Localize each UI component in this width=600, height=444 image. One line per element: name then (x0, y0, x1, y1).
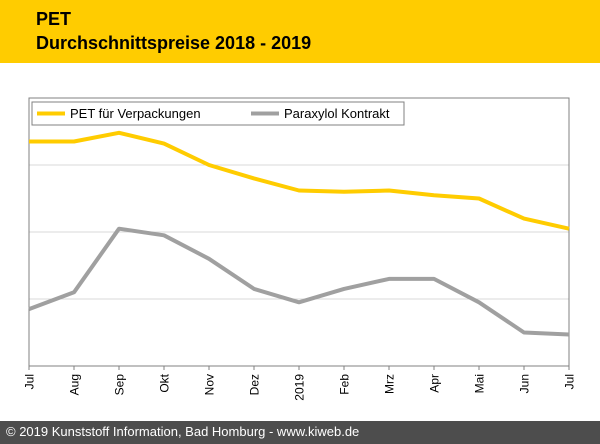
x-tick-label: Aug (68, 374, 82, 395)
footer-bar: © 2019 Kunststoff Information, Bad Hombu… (0, 421, 600, 444)
line-chart: Jul Aug Sep Okt Nov Dez 2019 Feb Mrz Apr Mai Jun Jul… (23, 97, 577, 401)
x-tick-label: Jun (518, 374, 532, 393)
x-tick-label: Mrz (383, 374, 397, 394)
series-line-pet (29, 130, 570, 231)
legend-label-pet: PET für Verpackungen (70, 106, 201, 121)
x-tick-label: Mai (473, 374, 487, 393)
series-layer (28, 130, 570, 337)
x-tick-label: Dez (248, 374, 262, 395)
x-tick-label: Feb (338, 374, 352, 395)
x-axis-ticks: Jul Aug Sep Okt Nov Dez 2019 Feb Mrz Apr Mai Jun Jul (23, 366, 577, 401)
grid-layer (29, 164, 569, 300)
x-tick-label: Nov (203, 374, 217, 395)
chart-area: Jul Aug Sep Okt Nov Dez 2019 Feb Mrz Apr Mai Jun Jul… (0, 63, 600, 419)
page-subtitle: Durchschnittspreise 2018 - 2019 (36, 33, 312, 53)
x-tick-label: Jul (23, 374, 37, 389)
copyright-text: © 2019 Kunststoff Information, Bad Hombu… (6, 424, 360, 439)
x-tick-label: Apr (428, 374, 442, 393)
legend-label-paraxylol: Paraxylol Kontrakt (284, 106, 390, 121)
x-tick-label: Sep (113, 374, 127, 396)
legend-box (31, 101, 405, 126)
chart-legend: PET für Verpackungen Paraxylol Kontrakt (31, 101, 405, 126)
page-title: PET (36, 9, 72, 29)
x-tick-label: 2019 (293, 374, 307, 401)
header-banner: PET Durchschnittspreise 2018 - 2019 (0, 0, 600, 63)
series-line-paraxylol (28, 226, 570, 337)
x-tick-label: Okt (158, 373, 172, 392)
x-tick-label: Jul (563, 374, 577, 389)
